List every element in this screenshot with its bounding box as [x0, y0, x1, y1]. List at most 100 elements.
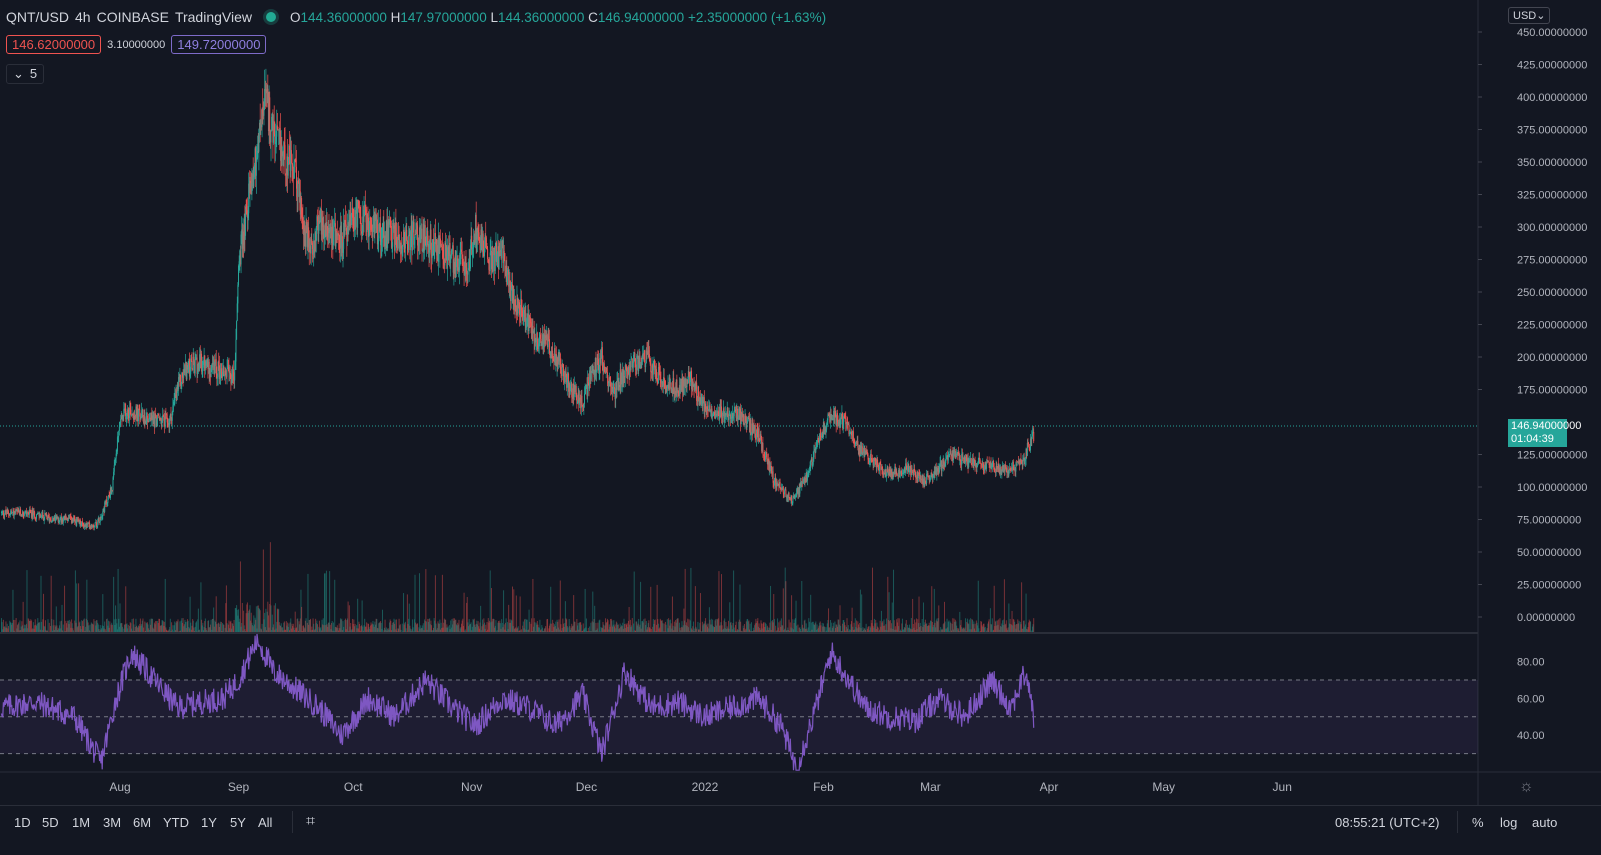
volume-bar: [920, 626, 921, 632]
volume-bar: [227, 623, 228, 632]
timeframe-button-1y[interactable]: 1Y: [201, 815, 217, 830]
auto-scale-button[interactable]: auto: [1532, 815, 1557, 830]
timeframe-button-1m[interactable]: 1M: [72, 815, 90, 830]
volume-bar: [172, 625, 173, 632]
volume-bar: [778, 622, 779, 632]
volume-bar: [824, 627, 825, 632]
candle-body: [97, 521, 98, 526]
volume-bar: [696, 629, 697, 632]
chevron-down-icon: ⌄: [1536, 10, 1545, 22]
y-tick-label: 300.00000000: [1517, 222, 1587, 234]
volume-bar: [690, 568, 691, 632]
volume-bar: [574, 622, 575, 632]
rsi-layer: [0, 634, 1478, 770]
interval-label[interactable]: 4h: [75, 9, 91, 25]
candle-body: [227, 369, 228, 377]
volume-bar: [47, 619, 48, 632]
volume-bar: [49, 623, 50, 632]
candle-body: [950, 451, 951, 454]
rsi-tick-label: 60.00: [1517, 693, 1545, 705]
volume-bar: [265, 609, 266, 632]
high-label: H: [391, 10, 401, 25]
volume-bar: [341, 619, 342, 632]
x-tick-label: Sep: [228, 780, 250, 794]
volume-bar: [906, 620, 907, 632]
volume-bar: [797, 625, 798, 632]
volume-bar: [512, 587, 513, 632]
indicators-toggle[interactable]: ⌄ 5: [6, 64, 44, 84]
volume-bar: [242, 603, 243, 632]
y-tick-label: 100.00000000: [1517, 482, 1587, 494]
volume-bar: [718, 571, 719, 632]
timeframe-button-1d[interactable]: 1D: [14, 815, 31, 830]
timeframe-button-5y[interactable]: 5Y: [230, 815, 246, 830]
percent-scale-button[interactable]: %: [1472, 815, 1484, 830]
candle-body: [634, 353, 635, 358]
y-tick-label: 225.00000000: [1517, 320, 1587, 332]
candle-body: [980, 460, 981, 463]
date-range-icon[interactable]: ⌗: [306, 813, 315, 831]
candle-body: [256, 160, 257, 175]
volume-bar: [406, 628, 407, 632]
candle-body: [712, 416, 713, 417]
bid-price[interactable]: 146.62000000: [6, 35, 101, 54]
y-tick-label: 25.00000000: [1517, 580, 1581, 592]
volume-bar: [513, 589, 514, 632]
volume-bar: [529, 622, 530, 632]
currency-button[interactable]: USD⌄: [1508, 7, 1550, 24]
volume-bar: [531, 618, 532, 632]
x-tick-label: May: [1152, 780, 1175, 794]
y-tick-label: 175.00000000: [1517, 385, 1587, 397]
volume-bar: [306, 618, 307, 632]
volume-layer: [1, 542, 1034, 632]
volume-bar: [1026, 594, 1027, 632]
volume-bar: [301, 607, 302, 632]
timeframe-button-all[interactable]: All: [258, 815, 272, 830]
candle-body: [743, 414, 744, 423]
candle-body: [549, 339, 550, 353]
volume-bar: [783, 588, 784, 632]
candle-body: [968, 462, 969, 467]
x-tick-label: Apr: [1040, 780, 1059, 794]
log-scale-button[interactable]: log: [1500, 815, 1517, 830]
volume-bar: [177, 619, 178, 632]
change-value: +2.35000000 (+1.63%): [688, 10, 826, 25]
volume-bar: [586, 619, 587, 632]
candle-layer: [1, 69, 1034, 530]
settings-icon[interactable]: ☼: [1519, 778, 1534, 796]
timeframe-button-5d[interactable]: 5D: [42, 815, 59, 830]
x-tick-label: Feb: [813, 780, 834, 794]
volume-bar: [545, 626, 546, 632]
timeframe-button-6m[interactable]: 6M: [133, 815, 151, 830]
y-tick-label: 350.00000000: [1517, 157, 1587, 169]
volume-bar: [1030, 622, 1031, 632]
y-tick-label: 125.00000000: [1517, 450, 1587, 462]
bottom-toolbar: [0, 805, 1601, 855]
volume-bar: [76, 583, 77, 632]
volume-bar: [310, 619, 311, 632]
ask-price[interactable]: 149.72000000: [171, 35, 266, 54]
volume-bar: [464, 593, 465, 632]
volume-bar: [262, 624, 263, 632]
volume-bar: [307, 574, 308, 632]
volume-bar: [688, 619, 689, 632]
y-tick-label: 250.00000000: [1517, 287, 1587, 299]
candle-body: [871, 454, 872, 458]
volume-bar: [419, 573, 420, 632]
volume-bar: [770, 586, 771, 632]
high-value: 147.97000000: [400, 10, 486, 25]
clock-time[interactable]: 08:55:21 (UTC+2): [1335, 815, 1439, 830]
volume-bar: [485, 625, 486, 632]
volume-bar: [938, 605, 939, 632]
volume-bar: [64, 586, 65, 632]
symbol-label[interactable]: QNT/USD: [6, 9, 69, 25]
volume-bar: [223, 625, 224, 632]
volume-bar: [132, 619, 133, 632]
volume-bar: [90, 625, 91, 632]
timeframe-button-ytd[interactable]: YTD: [163, 815, 189, 830]
candle-body: [402, 244, 403, 249]
candle-body: [144, 416, 145, 420]
timeframe-button-3m[interactable]: 3M: [103, 815, 121, 830]
volume-bar: [830, 620, 831, 632]
